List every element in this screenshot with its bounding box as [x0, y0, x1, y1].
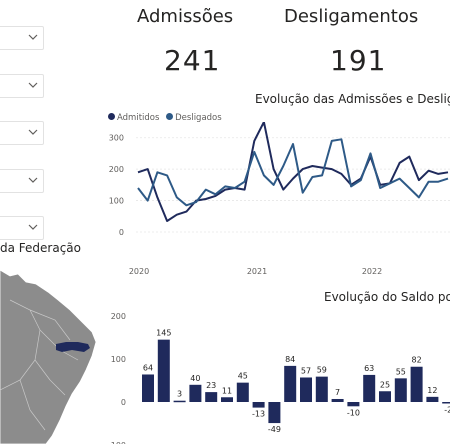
line-chart-y-tick: 300 — [109, 134, 124, 143]
bar-data-label: 25 — [380, 380, 390, 389]
bar-chart-y-tick: 200 — [111, 312, 126, 321]
bar[interactable] — [189, 384, 202, 402]
bar[interactable] — [268, 402, 281, 424]
bar[interactable] — [221, 397, 233, 402]
line-chart-y-tick: 0 — [119, 228, 124, 237]
bar-data-label: -49 — [268, 425, 281, 434]
admissoes-value: 241 — [164, 44, 221, 77]
bar-data-label: 64 — [143, 363, 153, 372]
bar[interactable] — [252, 402, 265, 408]
legend-dot-admitidos — [108, 113, 115, 120]
bar-data-label: 63 — [364, 364, 374, 373]
admissoes-label: Admissões — [137, 6, 234, 27]
bar[interactable] — [426, 396, 439, 402]
bar-data-label: 7 — [335, 388, 340, 397]
line-chart-legend: Admitidos Desligados — [108, 113, 222, 123]
desligamentos-value: 191 — [330, 44, 387, 77]
bar-chart-y-tick: -100 — [108, 441, 126, 444]
bar-data-label: 57 — [301, 366, 311, 375]
bar-chart-title: Evolução do Saldo por — [324, 290, 450, 304]
bar[interactable] — [300, 377, 312, 402]
line-chart-x-tick: 2021 — [247, 267, 267, 276]
bar[interactable] — [142, 374, 154, 402]
filter-5[interactable] — [0, 216, 44, 240]
bar-data-label: 59 — [317, 366, 327, 375]
bar[interactable] — [394, 378, 407, 402]
bar[interactable] — [379, 391, 391, 402]
bar-data-label: 45 — [238, 372, 248, 381]
bar-data-label: 145 — [156, 329, 171, 338]
bar-data-label: 55 — [396, 367, 406, 376]
bar[interactable] — [347, 402, 360, 407]
legend-admitidos-label: Admitidos — [117, 113, 160, 123]
map-title: da Federação — [0, 241, 81, 255]
bar[interactable] — [410, 366, 423, 402]
bar-data-label: 12 — [427, 386, 437, 395]
chevron-down-icon — [28, 34, 38, 40]
chevron-down-icon — [28, 177, 38, 183]
bar[interactable] — [331, 398, 344, 402]
bar[interactable] — [284, 365, 297, 402]
brazil-map[interactable] — [0, 270, 100, 444]
series-line-admitidos[interactable] — [137, 122, 449, 222]
bar[interactable] — [315, 376, 328, 402]
bar[interactable] — [173, 400, 186, 403]
bar[interactable] — [442, 402, 450, 404]
bar-chart-y-tick: 0 — [121, 398, 126, 407]
line-chart-x-tick: 2022 — [362, 267, 382, 276]
bar-data-label: 84 — [285, 355, 295, 364]
filter-4[interactable] — [0, 169, 44, 193]
bar-data-label: 40 — [190, 374, 200, 383]
legend-desligados-label: Desligados — [175, 113, 222, 123]
map-land — [0, 270, 97, 444]
desligamentos-label: Desligamentos — [284, 6, 419, 27]
line-chart[interactable]: 0 100 200 300 2020 2021 2022 — [100, 122, 450, 280]
line-chart-title: Evolução das Admissões e Desliga — [255, 92, 450, 106]
legend-admitidos[interactable]: Admitidos — [108, 113, 159, 123]
line-chart-y-tick: 200 — [109, 165, 124, 174]
line-chart-x-tick: 2020 — [129, 267, 149, 276]
legend-dot-desligados — [166, 113, 174, 120]
bar-chart-y-tick: 100 — [111, 355, 126, 364]
filter-3[interactable] — [0, 121, 44, 145]
bar[interactable] — [157, 339, 170, 402]
chevron-down-icon — [28, 224, 38, 230]
map-highlight-state — [56, 342, 90, 352]
bar-data-label: 11 — [222, 386, 232, 395]
chevron-down-icon — [28, 82, 38, 88]
bar-data-label: 23 — [206, 381, 216, 390]
bar-data-label: 3 — [177, 390, 182, 399]
bar-data-label: -2 — [444, 406, 450, 415]
bar[interactable] — [363, 374, 376, 402]
bar[interactable] — [236, 382, 249, 402]
filter-2[interactable] — [0, 74, 44, 98]
legend-desligados[interactable]: Desligados — [166, 113, 222, 123]
bar-chart[interactable]: 200 100 0 -100 64 145 3 40 23 11 45 -13-49 84 57 59 7 -1… — [100, 300, 450, 444]
bar[interactable] — [205, 392, 218, 402]
series-line-desligados[interactable] — [137, 138, 449, 207]
bar-data-label: 82 — [412, 356, 422, 365]
filter-1[interactable] — [0, 26, 44, 50]
bar-data-label: -13 — [252, 410, 265, 419]
line-chart-y-tick: 100 — [109, 197, 124, 206]
chevron-down-icon — [28, 129, 38, 135]
bar-data-label: -10 — [347, 408, 360, 417]
